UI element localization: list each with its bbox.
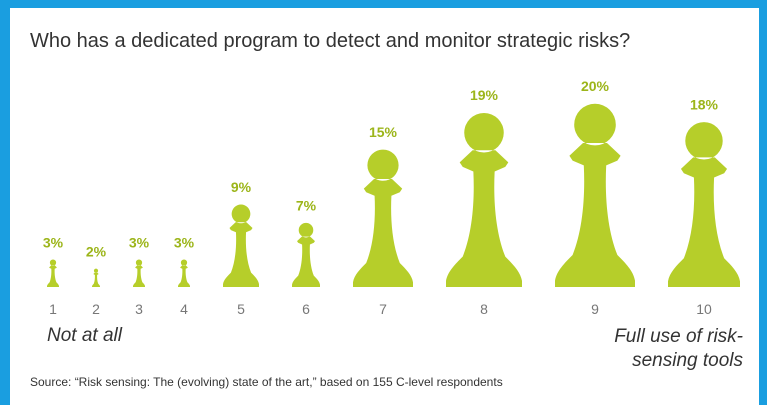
x-tick-label: 8 [480, 301, 488, 317]
value-label: 20% [581, 78, 610, 94]
pawn [92, 269, 100, 287]
pawn [668, 122, 740, 287]
x-tick-label: 1 [49, 301, 57, 317]
value-label: 3% [129, 234, 150, 250]
x-tick-label: 6 [302, 301, 310, 317]
value-label: 18% [690, 96, 719, 112]
pawn [178, 260, 190, 287]
value-label: 2% [86, 244, 107, 260]
source-note: Source: “Risk sensing: The (evolving) st… [30, 375, 503, 389]
value-label: 19% [470, 87, 499, 103]
x-tick-label: 7 [379, 301, 387, 317]
value-label: 7% [296, 198, 317, 214]
x-tick-label: 10 [696, 301, 712, 317]
x-tick-label: 3 [135, 301, 143, 317]
pawn [47, 260, 59, 287]
value-label: 15% [369, 124, 398, 140]
value-label: 3% [174, 234, 195, 250]
frame: 3% 1 2% 2 3% 3 3% 4 9% 5 7% 6 15% 7 19% 8 20% 9 18% 10 Who … [0, 0, 767, 405]
chart-title: Who has a dedicated program to detect an… [30, 30, 630, 53]
pawn [353, 150, 413, 287]
pawn [446, 113, 522, 287]
x-tick-label: 5 [237, 301, 245, 317]
x-tick-label: 9 [591, 301, 599, 317]
value-label: 3% [43, 234, 64, 250]
value-label: 9% [231, 179, 252, 195]
pawn [555, 104, 635, 287]
annotation: Not at all [47, 325, 122, 347]
pawn [133, 260, 145, 287]
pawn [292, 223, 320, 287]
pawn [223, 205, 259, 287]
annotation: Full use of risk-sensing tools [593, 325, 743, 373]
x-tick-label: 2 [92, 301, 100, 317]
x-tick-label: 4 [180, 301, 188, 317]
